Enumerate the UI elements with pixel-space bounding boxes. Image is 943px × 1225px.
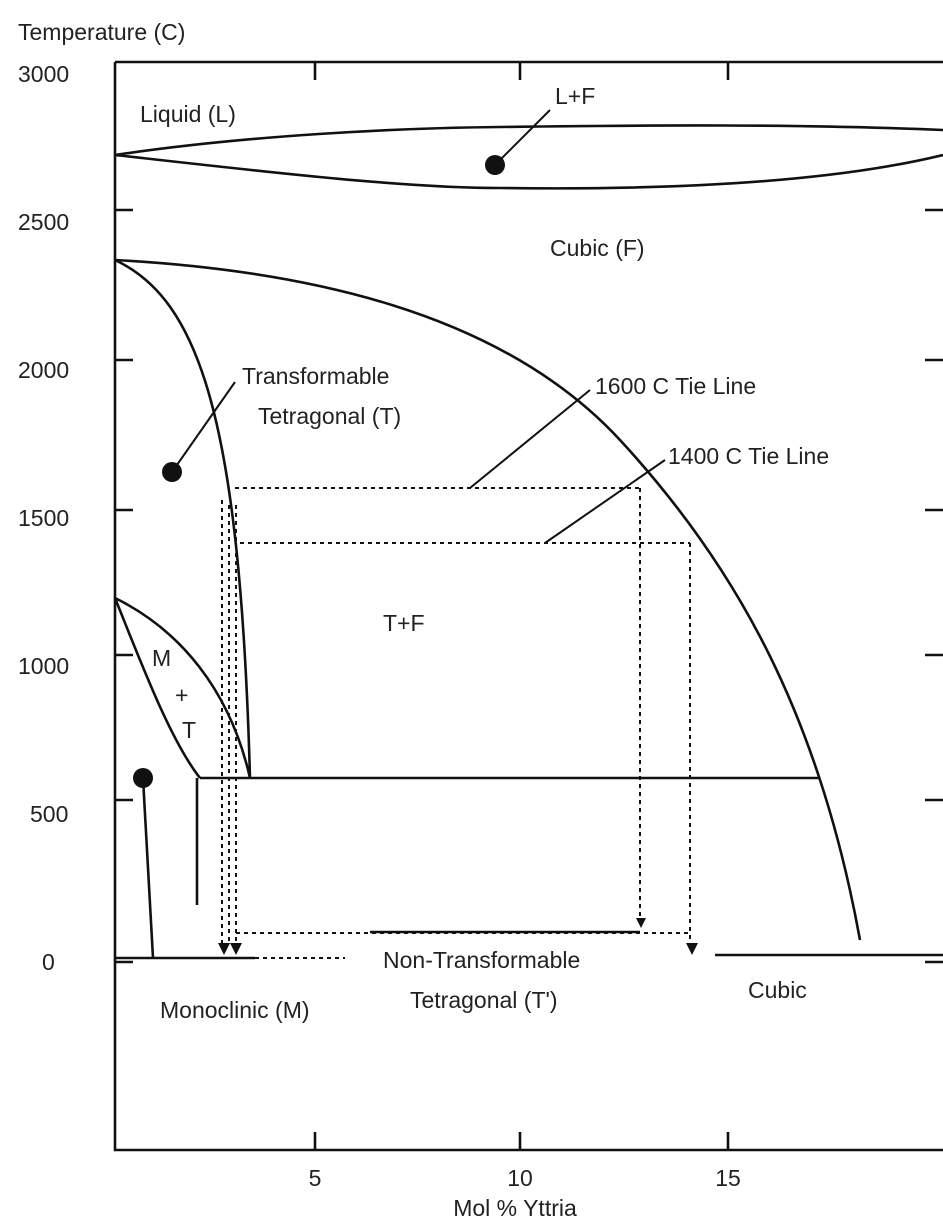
region-label: Cubic: [748, 977, 807, 1003]
region-label: +: [175, 682, 188, 708]
region-label: Tetragonal (T'): [410, 987, 558, 1013]
region-label: Liquid (L): [140, 101, 236, 127]
region-label: L+F: [555, 83, 595, 109]
leaders: [133, 109, 666, 788]
x-axis-label: Mol % Yttria: [453, 1195, 577, 1221]
region-label: Monoclinic (M): [160, 997, 310, 1023]
region-label: Non-Transformable: [383, 947, 580, 973]
region-label: 1400 C Tie Line: [668, 443, 829, 469]
frame: [113, 60, 943, 1152]
region-label: Tetragonal (T): [258, 403, 401, 429]
region-label: M: [152, 645, 171, 671]
x-tick-label: 10: [507, 1165, 533, 1191]
y-tick-label: 1000: [18, 653, 69, 679]
region-label: Transformable: [242, 363, 389, 389]
y-tick-label: 2500: [18, 209, 69, 235]
phase-boundaries: [113, 124, 943, 960]
x-tick-label: 15: [715, 1165, 741, 1191]
y-axis-label: Temperature (C): [18, 19, 185, 45]
region-label: T+F: [383, 610, 425, 636]
region-label: 1600 C Tie Line: [595, 373, 756, 399]
region-label: T: [182, 717, 196, 743]
region-label: Cubic (F): [550, 235, 645, 261]
y-tick-label: 0: [42, 949, 55, 975]
tie-lines: [218, 487, 698, 955]
y-tick-label: 3000: [18, 61, 69, 87]
y-tick-label: 500: [30, 801, 68, 827]
y-tick-label: 2000: [18, 357, 69, 383]
y-tick-label: 1500: [18, 505, 69, 531]
x-tick-label: 5: [309, 1165, 322, 1191]
